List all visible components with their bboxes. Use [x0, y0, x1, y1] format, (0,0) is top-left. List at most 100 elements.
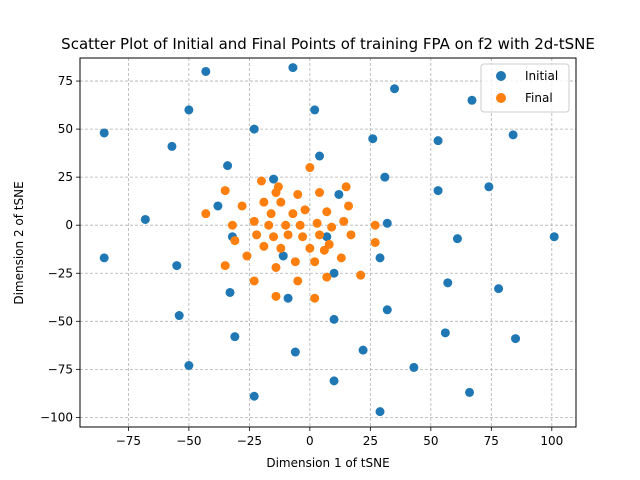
- data-point: [290, 257, 300, 267]
- data-point: [269, 232, 279, 242]
- data-point: [494, 284, 504, 294]
- y-tick-label: −25: [48, 266, 73, 280]
- data-point: [549, 232, 559, 242]
- x-tick-label: −25: [237, 434, 262, 448]
- data-point: [329, 314, 339, 324]
- data-point: [140, 214, 150, 224]
- data-point: [346, 230, 356, 240]
- data-point: [322, 232, 332, 242]
- data-point: [269, 174, 279, 184]
- data-point: [288, 63, 298, 73]
- data-point: [370, 220, 380, 230]
- data-point: [271, 262, 281, 272]
- y-tick-label: 0: [65, 218, 73, 232]
- data-point: [99, 128, 109, 138]
- data-point: [184, 105, 194, 115]
- data-point: [358, 345, 368, 355]
- data-point: [370, 238, 380, 247]
- x-tick-label: 50: [423, 434, 438, 448]
- data-point: [440, 328, 450, 338]
- data-point: [293, 276, 303, 286]
- data-point: [293, 189, 303, 199]
- data-point: [327, 222, 337, 232]
- data-point: [288, 209, 298, 219]
- y-tick-label: −50: [48, 314, 73, 328]
- legend-marker-final: [496, 93, 506, 103]
- data-point: [341, 182, 351, 192]
- data-point: [452, 234, 462, 244]
- legend-label-final: Final: [525, 91, 553, 105]
- data-point: [271, 291, 281, 301]
- data-point: [201, 209, 211, 219]
- y-tick-label: 25: [58, 170, 73, 184]
- data-point: [172, 261, 182, 271]
- data-point: [290, 347, 300, 357]
- data-point: [223, 161, 233, 171]
- y-tick-label: 50: [58, 122, 73, 136]
- data-point: [409, 362, 419, 372]
- series-initial: [99, 63, 559, 417]
- y-tick-label: 75: [58, 74, 73, 88]
- data-point: [467, 95, 477, 105]
- data-point: [382, 218, 392, 228]
- data-point: [225, 287, 235, 297]
- data-point: [237, 201, 247, 211]
- data-point: [356, 270, 366, 280]
- data-point: [305, 163, 315, 173]
- data-point: [329, 268, 339, 278]
- data-point: [201, 66, 211, 76]
- data-point: [256, 176, 266, 186]
- data-point: [305, 243, 315, 253]
- data-point: [167, 141, 177, 151]
- data-point: [443, 278, 453, 288]
- data-point: [249, 124, 259, 134]
- data-points: [99, 63, 559, 417]
- y-axis-label: Dimension 2 of tSNE: [12, 181, 26, 304]
- data-point: [315, 151, 325, 161]
- data-point: [249, 391, 259, 401]
- data-point: [298, 232, 308, 242]
- data-point: [390, 84, 400, 94]
- data-point: [227, 220, 237, 230]
- data-point: [281, 220, 291, 230]
- x-axis-label: Dimension 1 of tSNE: [266, 456, 389, 470]
- data-point: [174, 311, 184, 321]
- data-point: [273, 182, 283, 192]
- chart-title: Scatter Plot of Initial and Final Points…: [61, 35, 595, 53]
- data-point: [382, 305, 392, 315]
- data-point: [230, 236, 240, 246]
- data-point: [508, 130, 518, 140]
- data-point: [220, 261, 230, 271]
- data-point: [368, 134, 378, 144]
- legend: Initial Final: [480, 63, 570, 113]
- data-point: [310, 293, 320, 303]
- data-point: [336, 253, 346, 263]
- data-point: [312, 218, 322, 228]
- x-tick-label: −50: [176, 434, 201, 448]
- data-point: [213, 201, 223, 211]
- legend-label-initial: Initial: [525, 69, 558, 83]
- data-point: [484, 182, 494, 192]
- data-point: [249, 276, 259, 286]
- legend-marker-initial: [496, 71, 506, 81]
- data-point: [433, 186, 443, 196]
- data-point: [465, 387, 475, 397]
- data-point: [220, 186, 230, 196]
- x-tick-label: −75: [116, 434, 141, 448]
- data-point: [259, 197, 269, 207]
- data-point: [375, 407, 385, 417]
- data-point: [511, 334, 521, 344]
- data-point: [283, 293, 293, 303]
- data-point: [300, 205, 310, 215]
- data-point: [276, 197, 286, 207]
- plot-frame: [79, 57, 577, 428]
- data-point: [252, 230, 262, 240]
- data-point: [380, 172, 390, 182]
- x-tick-label: 0: [306, 434, 314, 448]
- x-tick-label: 100: [540, 434, 563, 448]
- data-point: [315, 230, 325, 240]
- grid-lines: [80, 58, 576, 427]
- data-point: [344, 201, 354, 211]
- data-point: [324, 239, 334, 249]
